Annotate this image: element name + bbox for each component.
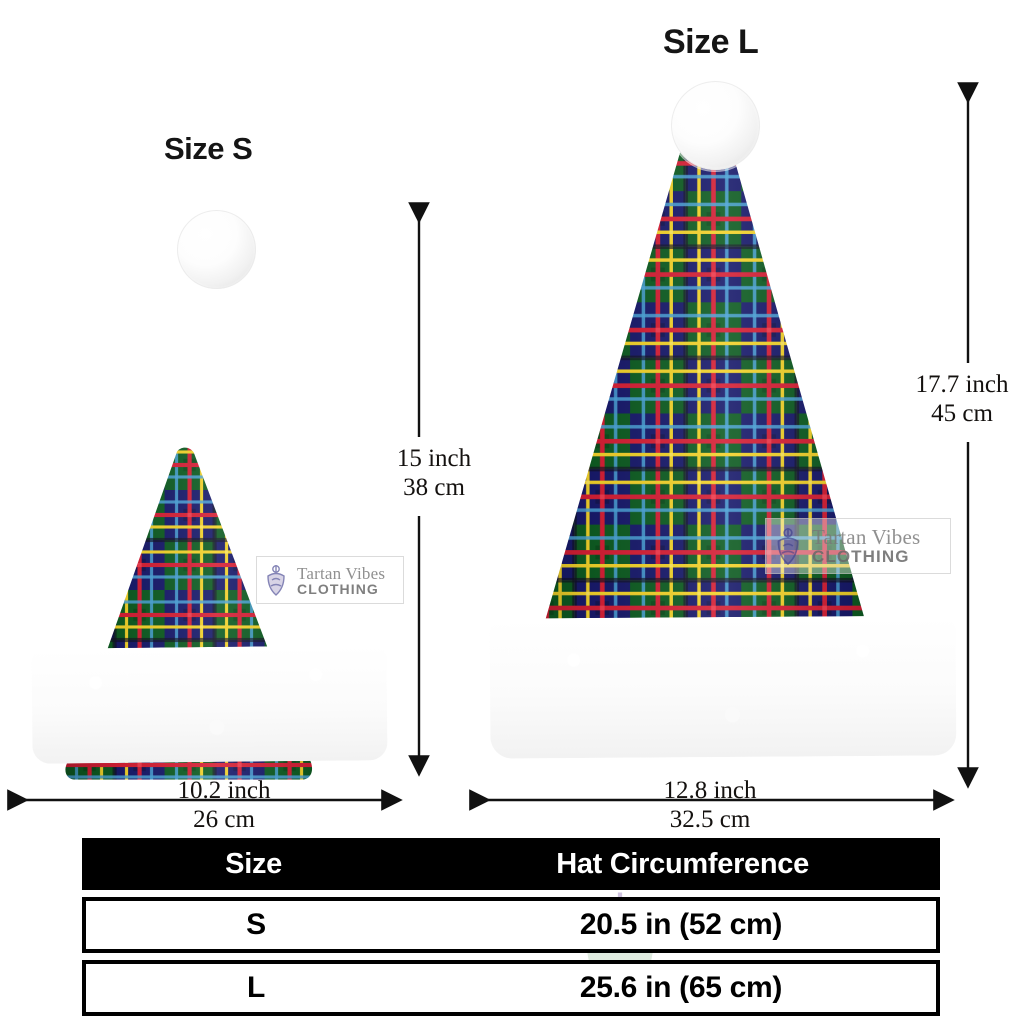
watermark-brand: Tartan Vibes: [297, 563, 386, 583]
table-row: L 25.6 in (65 cm): [82, 960, 940, 1016]
value-inch: 15 inch: [396, 445, 472, 472]
size-table: Size Hat Circumference S 20.5 in (52 cm)…: [82, 838, 940, 1016]
watermark-text-small: Tartan Vibes CLOTHING: [297, 565, 385, 596]
dimension-label-large-height: 17.7 inch 45 cm: [906, 370, 1018, 428]
cell-circumference: 25.6 in (65 cm): [579, 971, 783, 1004]
header-cell-size: Size: [225, 847, 283, 880]
pom-pom-small: [175, 208, 258, 291]
value-cm: 38 cm: [403, 474, 465, 501]
header-cell-circumference: Hat Circumference: [556, 847, 809, 880]
value-cm: 32.5 cm: [669, 806, 751, 833]
cell-size: S: [246, 908, 266, 941]
value-inch: 10.2 inch: [177, 777, 271, 804]
table-row: S 20.5 in (52 cm): [82, 897, 940, 953]
watermark-small: Tartan Vibes CLOTHING: [256, 556, 404, 604]
watermark-brand: Tartan Vibes: [812, 525, 921, 549]
fur-trim-small: [31, 645, 388, 764]
value-inch: 12.8 inch: [663, 777, 757, 804]
watermark-sub: CLOTHING: [812, 547, 910, 566]
dimension-label-large-width: 12.8 inch 32.5 cm: [604, 776, 816, 834]
watermark-sub: CLOTHING: [297, 580, 379, 597]
fur-trim-large: [489, 615, 957, 759]
value-cm: 45 cm: [931, 400, 993, 427]
dimension-label-small-height: 15 inch 38 cm: [374, 444, 494, 502]
cell-circumference: 20.5 in (52 cm): [579, 908, 783, 941]
table-header-row: Size Hat Circumference: [82, 838, 940, 890]
crest-icon: [777, 528, 799, 566]
cell-size: L: [246, 971, 266, 1004]
value-cm: 26 cm: [193, 806, 255, 833]
pom-pom-large: [669, 79, 762, 172]
dimension-label-small-width: 10.2 inch 26 cm: [124, 776, 324, 834]
watermark-text-large: Tartan Vibes CLOTHING: [812, 525, 921, 566]
crest-icon: [267, 565, 285, 596]
santa-hat-small: Tartan Vibes CLOTHING: [0, 190, 420, 790]
santa-hat-large: Tartan Vibes CLOTHING: [470, 75, 970, 795]
size-heading-small: Size S: [164, 131, 253, 166]
watermark-large: Tartan Vibes CLOTHING: [765, 518, 951, 574]
value-inch: 17.7 inch: [915, 371, 1009, 398]
size-heading-large: Size L: [663, 23, 759, 61]
